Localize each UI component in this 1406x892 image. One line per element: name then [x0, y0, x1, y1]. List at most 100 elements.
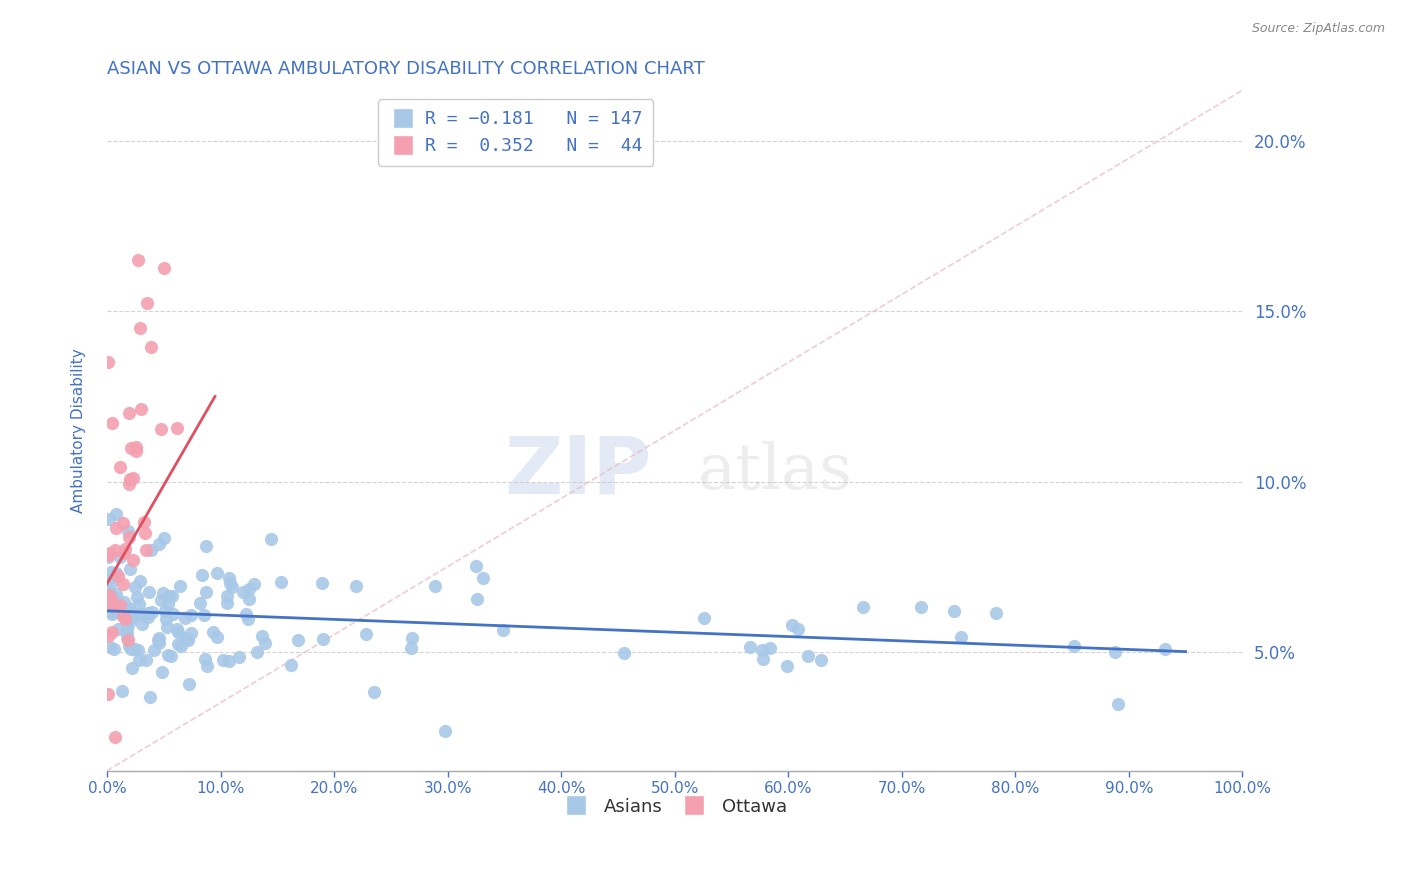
Point — [112, 516, 135, 530]
Point — [150, 665, 173, 680]
Point — [107, 605, 129, 619]
Point — [110, 460, 132, 475]
Point — [141, 605, 163, 619]
Point — [238, 582, 260, 596]
Point — [228, 650, 250, 665]
Point — [108, 601, 131, 615]
Point — [135, 543, 157, 558]
Point — [250, 629, 273, 643]
Point — [169, 579, 191, 593]
Point — [148, 537, 170, 551]
Point — [153, 531, 176, 545]
Point — [159, 649, 181, 664]
Point — [115, 621, 138, 635]
Point — [124, 642, 146, 657]
Point — [157, 589, 180, 603]
Point — [101, 599, 124, 614]
Point — [114, 612, 136, 626]
Point — [143, 643, 166, 657]
Point — [108, 598, 131, 612]
Point — [101, 605, 124, 619]
Point — [465, 591, 488, 606]
Point — [155, 612, 177, 626]
Point — [162, 607, 184, 621]
Point — [218, 654, 240, 668]
Point — [176, 632, 198, 647]
Point — [205, 630, 228, 644]
Point — [114, 542, 136, 557]
Point — [156, 648, 179, 663]
Point — [195, 585, 218, 599]
Point — [472, 571, 495, 585]
Point — [221, 580, 243, 594]
Point — [136, 606, 159, 620]
Point — [135, 653, 157, 667]
Point — [112, 595, 135, 609]
Point — [167, 637, 190, 651]
Point — [156, 620, 179, 634]
Point — [117, 407, 139, 421]
Point — [98, 548, 121, 562]
Point — [363, 685, 385, 699]
Point — [356, 627, 378, 641]
Point — [101, 416, 124, 430]
Point — [797, 648, 820, 663]
Point — [128, 653, 150, 667]
Point — [235, 607, 257, 622]
Text: ZIP: ZIP — [505, 433, 652, 510]
Point — [169, 639, 191, 653]
Point — [910, 599, 932, 614]
Point — [105, 594, 128, 608]
Point — [100, 595, 122, 609]
Point — [212, 653, 235, 667]
Point — [128, 597, 150, 611]
Point — [118, 473, 141, 487]
Point — [117, 626, 139, 640]
Point — [122, 607, 145, 622]
Point — [401, 641, 423, 656]
Point — [148, 631, 170, 645]
Point — [752, 652, 775, 666]
Point — [152, 586, 174, 600]
Point — [118, 562, 141, 576]
Point — [312, 632, 335, 646]
Point — [157, 597, 180, 611]
Point — [98, 588, 121, 602]
Point — [177, 677, 200, 691]
Point — [104, 730, 127, 744]
Point — [129, 402, 152, 417]
Point — [107, 568, 129, 582]
Point — [949, 631, 972, 645]
Point — [128, 321, 150, 335]
Point — [129, 607, 152, 621]
Point — [260, 532, 283, 546]
Y-axis label: Ambulatory Disability: Ambulatory Disability — [72, 348, 86, 513]
Point — [134, 515, 156, 529]
Point — [195, 539, 218, 553]
Point — [101, 570, 124, 584]
Point — [107, 622, 129, 636]
Point — [738, 640, 761, 654]
Point — [136, 296, 159, 310]
Point — [122, 471, 145, 485]
Point — [166, 622, 188, 636]
Point — [138, 585, 160, 599]
Point — [97, 629, 120, 643]
Point — [1107, 697, 1129, 711]
Point — [780, 618, 803, 632]
Point — [146, 632, 169, 647]
Point — [174, 632, 197, 646]
Point — [115, 602, 138, 616]
Point — [98, 640, 121, 654]
Point — [207, 566, 229, 580]
Point — [465, 558, 488, 573]
Point — [1063, 639, 1085, 653]
Point — [153, 604, 176, 618]
Point — [117, 601, 139, 615]
Point — [117, 524, 139, 538]
Point — [121, 553, 143, 567]
Point — [166, 624, 188, 639]
Point — [195, 658, 218, 673]
Point — [118, 639, 141, 653]
Point — [129, 574, 152, 589]
